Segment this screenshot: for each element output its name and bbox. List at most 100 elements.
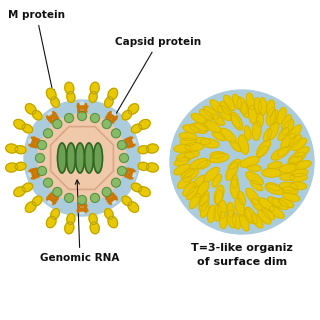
Ellipse shape xyxy=(244,126,251,140)
Ellipse shape xyxy=(139,187,150,196)
Ellipse shape xyxy=(199,109,213,120)
Ellipse shape xyxy=(193,175,205,187)
Ellipse shape xyxy=(268,162,282,169)
Ellipse shape xyxy=(280,173,295,180)
Ellipse shape xyxy=(105,97,113,108)
Ellipse shape xyxy=(218,105,231,121)
Ellipse shape xyxy=(65,222,74,234)
Text: Capsid protein: Capsid protein xyxy=(111,37,201,122)
Ellipse shape xyxy=(248,105,257,124)
Ellipse shape xyxy=(279,164,298,173)
Ellipse shape xyxy=(237,191,245,205)
Circle shape xyxy=(48,124,116,192)
Ellipse shape xyxy=(78,102,85,114)
Ellipse shape xyxy=(182,169,198,182)
Ellipse shape xyxy=(178,176,191,188)
Ellipse shape xyxy=(174,157,190,166)
Ellipse shape xyxy=(245,207,257,224)
Ellipse shape xyxy=(226,162,238,180)
Ellipse shape xyxy=(67,143,76,173)
Ellipse shape xyxy=(246,188,260,204)
Text: T=3-like organiz: T=3-like organiz xyxy=(191,243,293,253)
Ellipse shape xyxy=(244,209,253,223)
Circle shape xyxy=(37,166,46,175)
Ellipse shape xyxy=(190,124,207,133)
Ellipse shape xyxy=(108,88,117,100)
Ellipse shape xyxy=(65,82,74,94)
Ellipse shape xyxy=(22,124,33,133)
Ellipse shape xyxy=(25,202,36,212)
Circle shape xyxy=(36,154,44,163)
Ellipse shape xyxy=(48,193,57,204)
Ellipse shape xyxy=(196,138,211,145)
Ellipse shape xyxy=(89,92,97,102)
Ellipse shape xyxy=(247,165,261,171)
Ellipse shape xyxy=(122,196,132,205)
Circle shape xyxy=(91,194,100,203)
Circle shape xyxy=(111,178,120,187)
Ellipse shape xyxy=(174,164,190,175)
Ellipse shape xyxy=(14,187,25,196)
Ellipse shape xyxy=(93,143,102,173)
Circle shape xyxy=(37,140,46,149)
Ellipse shape xyxy=(22,183,33,192)
Ellipse shape xyxy=(6,163,18,172)
Ellipse shape xyxy=(263,128,272,142)
Ellipse shape xyxy=(204,106,219,119)
Circle shape xyxy=(117,166,126,175)
Ellipse shape xyxy=(107,193,116,204)
Ellipse shape xyxy=(128,104,139,114)
Ellipse shape xyxy=(289,125,301,139)
Circle shape xyxy=(119,154,129,163)
Ellipse shape xyxy=(269,206,284,218)
Circle shape xyxy=(102,120,111,129)
Circle shape xyxy=(38,114,126,202)
Ellipse shape xyxy=(267,108,276,126)
Ellipse shape xyxy=(184,151,199,158)
Ellipse shape xyxy=(194,123,209,131)
Ellipse shape xyxy=(58,143,67,173)
Ellipse shape xyxy=(228,210,236,228)
Ellipse shape xyxy=(251,180,262,191)
Ellipse shape xyxy=(215,190,222,204)
Ellipse shape xyxy=(252,198,262,211)
Ellipse shape xyxy=(292,169,308,177)
Ellipse shape xyxy=(191,114,207,124)
Text: Genomic RNA: Genomic RNA xyxy=(40,180,120,263)
Ellipse shape xyxy=(204,167,219,182)
Circle shape xyxy=(65,114,74,123)
Ellipse shape xyxy=(67,213,75,224)
Ellipse shape xyxy=(228,159,240,169)
Ellipse shape xyxy=(289,152,306,163)
Ellipse shape xyxy=(277,146,290,156)
Circle shape xyxy=(111,129,120,138)
Ellipse shape xyxy=(200,202,209,218)
Ellipse shape xyxy=(235,198,245,216)
Ellipse shape xyxy=(204,121,221,133)
Ellipse shape xyxy=(265,184,283,194)
Ellipse shape xyxy=(268,122,279,140)
Ellipse shape xyxy=(268,197,281,207)
Ellipse shape xyxy=(289,135,301,147)
Ellipse shape xyxy=(259,98,267,116)
Circle shape xyxy=(117,140,126,149)
Ellipse shape xyxy=(132,183,142,192)
Ellipse shape xyxy=(237,97,247,114)
Ellipse shape xyxy=(51,209,60,219)
Ellipse shape xyxy=(294,147,309,157)
Text: of surface dim: of surface dim xyxy=(197,257,287,267)
Ellipse shape xyxy=(89,213,97,224)
Ellipse shape xyxy=(278,198,293,208)
Ellipse shape xyxy=(212,174,222,187)
Ellipse shape xyxy=(14,119,25,129)
Ellipse shape xyxy=(224,95,235,111)
Ellipse shape xyxy=(282,119,294,135)
Ellipse shape xyxy=(46,88,56,100)
Ellipse shape xyxy=(259,198,274,212)
Ellipse shape xyxy=(252,214,263,228)
Ellipse shape xyxy=(28,139,40,146)
Ellipse shape xyxy=(233,94,242,109)
Circle shape xyxy=(53,120,62,129)
Ellipse shape xyxy=(230,140,241,151)
Circle shape xyxy=(91,114,100,123)
